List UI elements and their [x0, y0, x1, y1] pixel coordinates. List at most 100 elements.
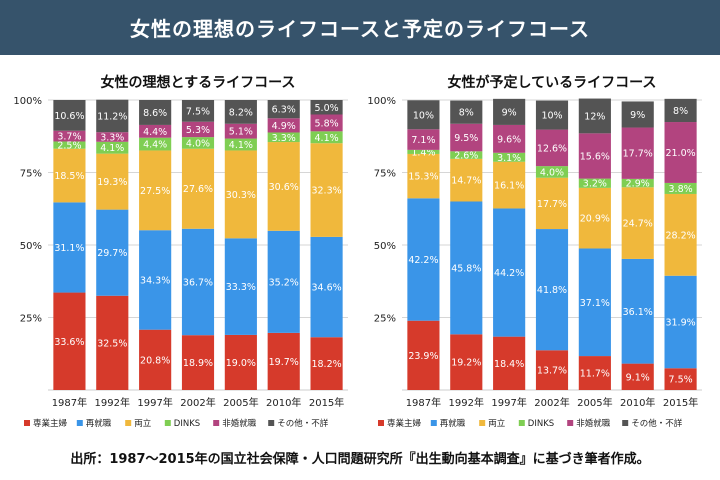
- data-label: 3.3%: [272, 133, 296, 144]
- bar-segment: [139, 137, 172, 151]
- bar-segment: [450, 158, 483, 202]
- data-label: 28.2%: [665, 230, 695, 241]
- legend-swatch: [430, 420, 437, 426]
- data-label: 29.7%: [97, 248, 127, 259]
- data-label: 7.5%: [186, 106, 210, 117]
- data-label: 3.2%: [583, 179, 607, 190]
- y-tick-label: 75%: [20, 169, 42, 180]
- bar-segment: [407, 100, 440, 130]
- x-tick-label: 2005年: [223, 396, 258, 409]
- legend-label: 再就職: [440, 418, 466, 429]
- bar-segment: [535, 100, 569, 130]
- data-label: 32.5%: [97, 338, 127, 349]
- bar-segment: [407, 149, 440, 154]
- legend-label: DINKS: [174, 419, 200, 429]
- bar-segment: [621, 127, 654, 179]
- legend: 専業主婦 再就職 両立 DINKS 非婚就職 その他・不詳: [24, 418, 329, 429]
- bar-segment: [578, 133, 611, 179]
- y-tick-label: 100%: [13, 96, 42, 107]
- data-label: 2.5%: [57, 141, 81, 152]
- data-label: 23.9%: [408, 351, 438, 362]
- data-label: 17.7%: [537, 199, 567, 210]
- bar-segment: [621, 178, 654, 188]
- bar-segment: [181, 100, 215, 122]
- data-label: 33.3%: [226, 282, 256, 293]
- bar-segment: [224, 138, 257, 151]
- bar-segment: [310, 100, 343, 115]
- bar-segment: [267, 118, 300, 133]
- bar-segment: [578, 98, 611, 134]
- legend-swatch: [518, 420, 525, 426]
- bar-segment: [535, 166, 569, 178]
- bar-segment: [578, 356, 611, 390]
- bar-segment: [493, 161, 526, 209]
- bar-segment: [139, 124, 172, 138]
- legend-label: 専業主婦: [387, 418, 422, 429]
- bar-segment: [139, 329, 172, 390]
- bar-segment: [267, 230, 300, 333]
- bar-segment: [621, 363, 654, 390]
- bar-segment: [53, 202, 86, 293]
- data-label: 4.1%: [315, 133, 339, 144]
- bar-segment: [621, 101, 654, 128]
- data-label: 34.6%: [311, 283, 341, 294]
- bar-segment: [664, 275, 697, 369]
- x-tick-label: 1987年: [52, 396, 87, 409]
- legend-label: 両立: [134, 418, 152, 429]
- data-label: 33.6%: [54, 337, 84, 348]
- data-label: 18.9%: [183, 358, 213, 369]
- chart-title: 女性の理想とするライフコース: [101, 74, 296, 91]
- legend-swatch: [125, 420, 132, 426]
- bar-segment: [96, 99, 129, 133]
- bar-segment: [224, 150, 257, 239]
- data-label: 35.2%: [269, 277, 299, 288]
- data-label: 11.7%: [580, 369, 610, 380]
- bar-segment: [181, 121, 215, 138]
- x-tick-label: 2002年: [180, 396, 215, 409]
- data-label: 13.7%: [537, 366, 567, 377]
- bar-segment: [53, 292, 86, 390]
- legend-swatch: [622, 420, 629, 426]
- bar-segment: [535, 129, 569, 167]
- bar-segment: [493, 336, 526, 390]
- bar-segment: [96, 295, 129, 390]
- bar-segment: [450, 334, 483, 390]
- legend-swatch: [76, 420, 83, 426]
- data-label: 19.7%: [269, 357, 299, 368]
- x-tick-label: 1992年: [95, 396, 130, 409]
- bar-segment: [664, 122, 697, 183]
- data-label: 8.2%: [229, 107, 253, 118]
- bar-segment: [96, 141, 129, 154]
- bar-segment: [407, 129, 440, 150]
- x-tick-label: 1987年: [406, 396, 441, 409]
- x-tick-label: 2010年: [266, 396, 301, 409]
- data-label: 4.0%: [186, 138, 210, 149]
- data-label: 5.3%: [186, 125, 210, 136]
- data-label: 4.4%: [143, 140, 167, 151]
- bar-segment: [535, 229, 569, 351]
- data-label: 37.1%: [580, 298, 610, 309]
- x-tick-label: 2010年: [620, 396, 655, 409]
- legend-swatch: [213, 420, 220, 426]
- bar-segment: [267, 132, 300, 143]
- bar-segment: [535, 177, 569, 230]
- data-label: 3.7%: [57, 132, 81, 143]
- data-label: 10%: [413, 110, 434, 121]
- data-label: 7.1%: [411, 135, 435, 146]
- bar-segment: [493, 98, 526, 125]
- data-label: 1.4%: [411, 147, 435, 158]
- legend: 専業主婦 再就職 両立 DINKS 非婚就職 その他・不詳: [378, 418, 683, 429]
- x-tick-label: 2015年: [663, 396, 698, 409]
- data-label: 17.7%: [623, 149, 653, 160]
- bar-segment: [96, 209, 129, 296]
- bar-segment: [578, 248, 611, 357]
- data-label: 20.8%: [140, 355, 170, 366]
- y-tick-label: 25%: [20, 314, 42, 325]
- bar-segment: [181, 335, 215, 390]
- data-label: 2.6%: [454, 151, 478, 162]
- y-tick-label: 50%: [20, 241, 42, 252]
- data-label: 16.1%: [494, 181, 524, 192]
- bar-segment: [267, 100, 300, 119]
- data-label: 18.2%: [311, 359, 341, 370]
- data-label: 42.2%: [408, 255, 438, 266]
